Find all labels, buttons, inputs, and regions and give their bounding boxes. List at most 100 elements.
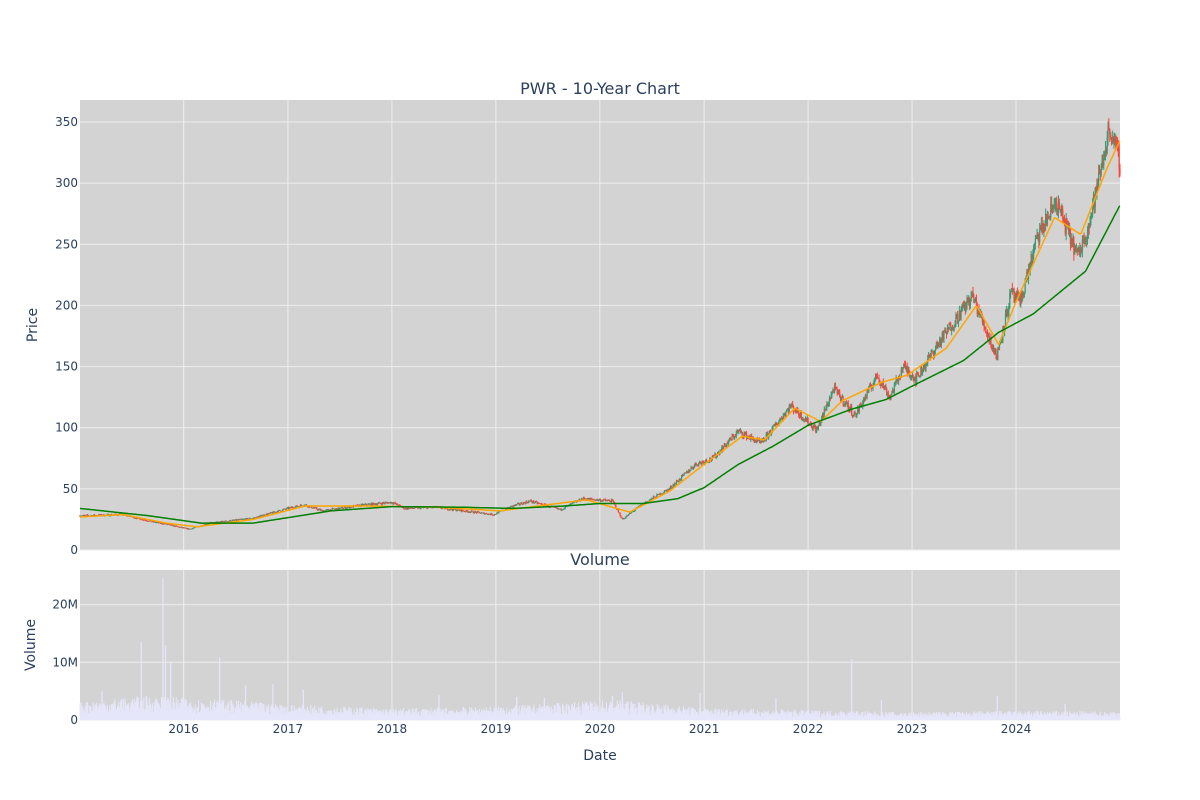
candle-body	[205, 524, 207, 526]
candle-body	[471, 510, 473, 512]
volume-bar	[425, 709, 427, 720]
candle-body	[933, 353, 935, 357]
candle-body	[324, 510, 326, 512]
volume-bar	[1012, 712, 1014, 720]
volume-bar	[826, 711, 829, 720]
volume-bar	[984, 713, 986, 720]
volume-bar	[583, 705, 585, 720]
volume-bar	[648, 705, 650, 720]
volume-bar	[738, 714, 740, 720]
volume-bar	[107, 712, 109, 720]
volume-bar	[226, 709, 228, 720]
candle-body	[712, 456, 714, 457]
candle-body	[144, 519, 146, 521]
candle-body	[536, 501, 538, 504]
candle-body	[161, 523, 163, 524]
candle-body	[724, 443, 726, 446]
candle-body	[941, 332, 943, 339]
candle-body	[1007, 311, 1009, 316]
volume-bar	[685, 710, 687, 720]
volume-bar	[1104, 715, 1107, 720]
volume-spike-bar	[302, 690, 305, 720]
volume-bar	[167, 713, 169, 720]
candle-body	[910, 376, 912, 378]
candle-body	[495, 513, 497, 515]
volume-bar	[767, 713, 769, 720]
volume-bar	[1110, 714, 1112, 720]
volume-bar	[1118, 713, 1120, 720]
volume-bar	[1115, 713, 1117, 720]
volume-bar	[484, 710, 486, 720]
volume-bar	[150, 703, 152, 720]
volume-bar	[187, 710, 189, 720]
volume-bar	[309, 712, 311, 720]
volume-bar	[149, 697, 151, 720]
candle-body	[882, 381, 884, 387]
volume-bar	[801, 710, 803, 720]
volume-bar	[545, 705, 547, 720]
candle-body	[561, 509, 563, 511]
volume-bar	[548, 711, 550, 720]
candle-body	[225, 520, 227, 522]
volume-bar	[352, 714, 354, 720]
volume-bar	[321, 709, 323, 720]
volume-bar	[902, 716, 904, 720]
volume-bar	[526, 706, 528, 720]
volume-bar	[747, 713, 749, 720]
volume-bar	[488, 713, 490, 720]
volume-bar	[739, 713, 741, 720]
volume-bar	[570, 710, 572, 720]
volume-bar	[200, 709, 202, 720]
volume-bar	[567, 704, 569, 720]
volume-bar	[178, 710, 180, 720]
volume-bar	[653, 715, 655, 720]
volume-bar	[322, 712, 324, 720]
volume-bar	[646, 704, 648, 720]
volume-bar	[654, 711, 656, 720]
volume-bar	[908, 712, 910, 720]
candle-body	[388, 502, 390, 503]
candle-body	[533, 500, 535, 503]
volume-bar	[638, 703, 640, 720]
volume-bar	[670, 708, 672, 720]
volume-bar	[799, 711, 801, 720]
candle-body	[751, 435, 753, 438]
volume-bar	[785, 713, 787, 720]
volume-bar	[240, 702, 242, 720]
volume-bar	[816, 712, 818, 720]
volume-bar	[313, 713, 315, 720]
candle-body	[1092, 195, 1095, 205]
volume-bar	[299, 708, 302, 720]
volume-bar	[547, 712, 549, 720]
volume-bar	[750, 711, 752, 720]
volume-bar	[256, 703, 258, 720]
volume-bar	[935, 714, 937, 720]
candle-body	[387, 502, 389, 504]
volume-bar	[348, 706, 351, 720]
volume-bar	[619, 708, 621, 720]
candle-body	[380, 503, 382, 505]
volume-bar	[632, 704, 634, 720]
volume-bar	[309, 715, 311, 720]
candle-body	[1033, 246, 1035, 255]
volume-bar	[376, 711, 378, 720]
volume-bar	[458, 711, 460, 720]
volume-bar	[1001, 714, 1003, 720]
volume-bar	[538, 709, 540, 720]
volume-bar	[394, 712, 396, 720]
candle-body	[949, 323, 951, 325]
candle-body	[310, 505, 313, 508]
candle-body	[621, 517, 623, 519]
volume-bar	[215, 707, 217, 720]
candle-body	[716, 455, 718, 458]
volume-bar	[436, 716, 438, 720]
volume-bar	[93, 705, 95, 720]
volume-bar	[854, 717, 856, 720]
volume-bar	[198, 712, 200, 720]
volume-bar	[493, 711, 495, 720]
volume-bar	[850, 715, 852, 720]
candle-body	[815, 427, 817, 433]
candle-body	[284, 508, 286, 510]
volume-bar	[583, 704, 585, 720]
candle-body	[595, 500, 597, 501]
